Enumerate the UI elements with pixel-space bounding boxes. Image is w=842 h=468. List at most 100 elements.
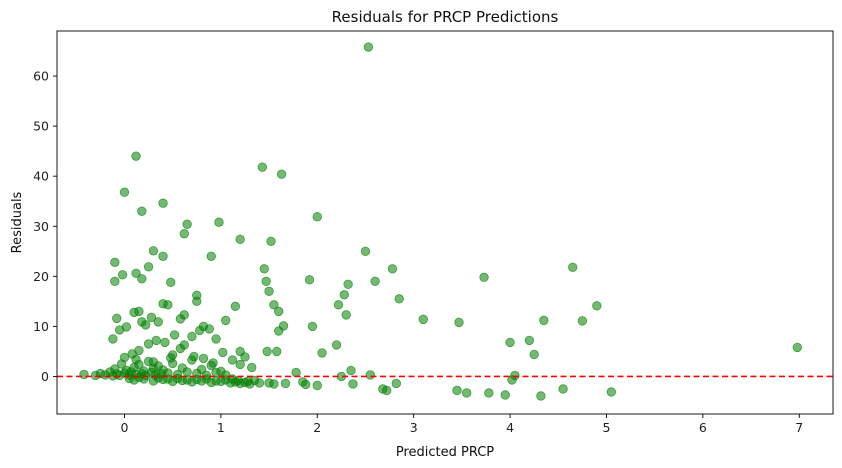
data-point [151,335,161,346]
data-point [235,359,245,370]
data-point [536,391,546,401]
data-point [348,379,358,389]
data-point [272,346,282,357]
data-point [182,375,192,385]
data-point [134,345,144,356]
data-point [227,355,238,365]
x-axis: 0 1 2 3 4 5 6 7 [121,414,803,435]
data-point [148,246,159,256]
data-point [112,313,122,324]
y-tick-label: 40 [33,169,49,184]
data-point [365,370,375,380]
data-point [220,315,231,326]
data-point [257,162,268,172]
x-axis-label: Predicted PRCP [396,445,494,460]
data-point [206,251,216,261]
data-point [606,387,616,397]
data-point [179,340,189,350]
data-point [235,234,245,244]
data-point [274,306,284,317]
data-point [163,300,173,310]
data-point [179,229,189,239]
x-tick-label: 2 [313,420,321,435]
data-point [158,251,168,261]
data-point [254,378,265,388]
data-point [510,370,520,381]
data-point [452,385,462,396]
chart-title: Residuals for PRCP Predictions [332,8,559,26]
data-point [153,373,163,383]
data-point [131,268,141,279]
data-point [137,274,147,284]
data-point [235,346,245,357]
data-point [208,358,218,368]
data-point [346,365,356,376]
data-point [454,317,464,328]
y-tick-label: 50 [33,119,49,134]
y-tick-label: 20 [33,269,49,284]
data-point [505,337,515,348]
data-point [307,321,318,332]
data-point [79,369,89,380]
data-point [301,379,311,390]
data-point [119,187,130,197]
data-point [119,352,130,363]
data-point [291,367,301,378]
data-point [363,42,374,52]
y-tick-label: 60 [33,69,49,84]
data-point [280,378,291,389]
data-point [360,246,371,256]
data-point [117,270,128,280]
data-point [131,354,141,365]
data-point [387,264,398,274]
data-point [479,272,489,283]
data-point [247,362,257,373]
data-point [529,349,539,360]
plot-frame [56,30,834,415]
data-point [461,388,472,398]
data-point [214,217,224,227]
data-point [172,373,183,384]
data-point [339,290,349,300]
data-point [418,314,429,325]
data-point [137,206,147,216]
data-point [218,347,228,358]
data-point [304,275,315,285]
data-point [121,322,132,332]
data-point [312,212,322,222]
data-point [317,348,327,358]
data-point [230,301,241,312]
data-point [182,219,192,229]
data-point [264,286,274,297]
data-point [266,236,276,246]
data-point [312,380,322,391]
data-point [343,279,353,290]
data-point [391,378,402,389]
data-point [568,262,578,273]
data-point [539,315,549,326]
data-point [110,257,120,268]
data-point [160,337,170,348]
data-point [204,324,215,334]
y-axis-label: Residuals [10,191,25,253]
x-tick-label: 1 [217,420,225,435]
data-point [140,320,151,330]
data-point [484,388,494,398]
data-point [143,339,154,349]
data-point [134,372,144,383]
data-point [134,306,144,317]
x-tick-label: 5 [602,420,610,435]
x-tick-label: 7 [795,420,803,435]
y-tick-label: 10 [33,319,49,334]
data-point [341,310,351,320]
data-point [182,367,192,377]
data-point [153,317,163,327]
data-point [558,384,568,394]
data-point [278,321,289,331]
data-point [143,262,154,272]
data-point [198,353,209,364]
data-point [211,376,221,386]
data-point [243,376,253,387]
data-point [370,276,380,287]
data-point [269,379,279,389]
